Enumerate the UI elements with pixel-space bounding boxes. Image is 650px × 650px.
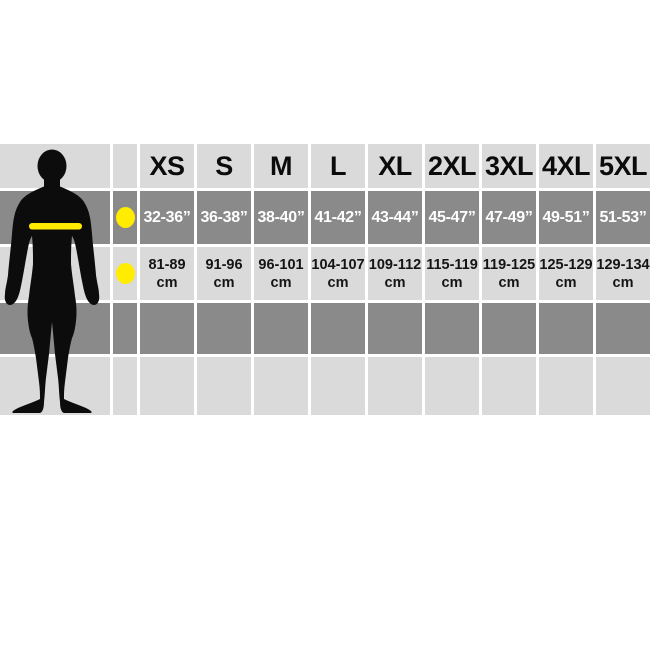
figure-background-cell <box>0 357 110 415</box>
cm-value: 96-101 <box>258 256 304 273</box>
empty-cell <box>425 303 479 354</box>
empty-cell <box>596 303 650 354</box>
empty-cell <box>311 303 365 354</box>
size-header-s: S <box>197 144 251 188</box>
chest-inches-xl: 43-44” <box>368 191 422 244</box>
chest-indicator-cell-inches <box>113 191 137 244</box>
empty-cell <box>482 303 536 354</box>
figure-background-cell <box>0 303 110 354</box>
chest-cm-5xl: 129-134 cm <box>596 247 650 300</box>
empty-cell <box>254 303 308 354</box>
chest-inches-l: 41-42” <box>311 191 365 244</box>
empty-cell <box>140 303 194 354</box>
size-header-2xl: 2XL <box>425 144 479 188</box>
empty-cell <box>368 303 422 354</box>
indicator-header-cell <box>113 144 137 188</box>
cm-value: 104-107 <box>311 256 365 273</box>
cm-unit: cm <box>156 274 178 291</box>
size-header-xs: XS <box>140 144 194 188</box>
empty-cell <box>539 303 593 354</box>
cm-unit: cm <box>498 274 520 291</box>
size-header-3xl: 3XL <box>482 144 536 188</box>
chest-inches-5xl: 51-53” <box>596 191 650 244</box>
empty-cell <box>197 357 251 415</box>
cm-value: 91-96 <box>205 256 243 273</box>
empty-cell <box>254 357 308 415</box>
cm-unit: cm <box>441 274 463 291</box>
size-chart-grid: XS S M L XL 2XL 3XL 4XL 5XL 32-36” 36-38… <box>0 144 650 415</box>
empty-cell <box>311 357 365 415</box>
chest-indicator-cell-cm <box>113 247 137 300</box>
cm-value: 119-125 <box>482 256 536 273</box>
cm-value: 109-112 <box>368 256 422 273</box>
cm-unit: cm <box>327 274 349 291</box>
chest-inches-s: 36-38” <box>197 191 251 244</box>
empty-cell <box>425 357 479 415</box>
chest-inches-2xl: 45-47” <box>425 191 479 244</box>
cm-value: 81-89 <box>148 256 186 273</box>
empty-cell <box>596 357 650 415</box>
chest-cm-xs: 81-89 cm <box>140 247 194 300</box>
empty-cell <box>368 357 422 415</box>
size-header-5xl: 5XL <box>596 144 650 188</box>
chest-cm-s: 91-96 cm <box>197 247 251 300</box>
cm-value: 129-134 <box>596 256 650 273</box>
chest-cm-4xl: 125-129 cm <box>539 247 593 300</box>
chest-inches-xs: 32-36” <box>140 191 194 244</box>
size-header-m: M <box>254 144 308 188</box>
empty-cell <box>113 357 137 415</box>
empty-cell <box>113 303 137 354</box>
chest-inches-m: 38-40” <box>254 191 308 244</box>
empty-cell <box>197 303 251 354</box>
size-header-xl: XL <box>368 144 422 188</box>
empty-cell <box>482 357 536 415</box>
figure-background-cell <box>0 191 110 244</box>
cm-unit: cm <box>213 274 235 291</box>
chest-inches-3xl: 47-49” <box>482 191 536 244</box>
empty-cell <box>140 357 194 415</box>
figure-background-cell <box>0 247 110 300</box>
cm-unit: cm <box>555 274 577 291</box>
cm-unit: cm <box>612 274 634 291</box>
yellow-dot-icon <box>115 263 135 284</box>
chest-cm-xl: 109-112 cm <box>368 247 422 300</box>
empty-cell <box>539 357 593 415</box>
chest-cm-m: 96-101 cm <box>254 247 308 300</box>
size-header-l: L <box>311 144 365 188</box>
cm-unit: cm <box>270 274 292 291</box>
cm-unit: cm <box>384 274 406 291</box>
chest-cm-l: 104-107 cm <box>311 247 365 300</box>
cm-value: 115-119 <box>426 256 478 273</box>
chest-cm-3xl: 119-125 cm <box>482 247 536 300</box>
size-header-4xl: 4XL <box>539 144 593 188</box>
chest-inches-4xl: 49-51” <box>539 191 593 244</box>
cm-value: 125-129 <box>539 256 593 273</box>
chest-cm-2xl: 115-119 cm <box>425 247 479 300</box>
figure-background-cell <box>0 144 110 188</box>
yellow-dot-icon <box>115 207 135 228</box>
